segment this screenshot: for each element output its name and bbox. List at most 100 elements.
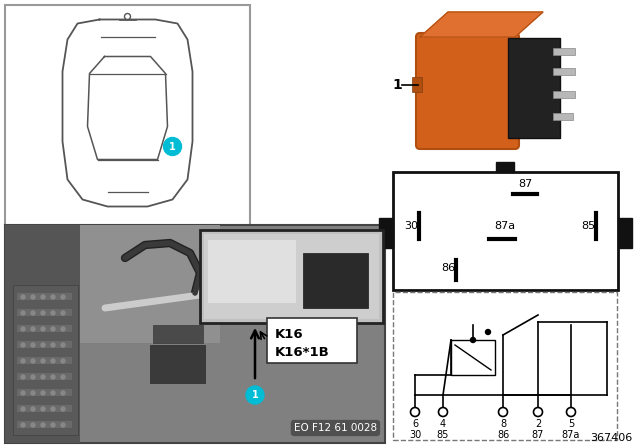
Bar (200, 230, 383, 323)
Bar (17, 341, 72, 348)
Bar (13, 285, 78, 435)
Text: EO F12 61 0028: EO F12 61 0028 (294, 423, 377, 433)
Circle shape (41, 343, 45, 347)
Bar (553, 48, 575, 55)
Bar (379, 218, 393, 248)
Circle shape (41, 295, 45, 299)
Text: 1: 1 (252, 390, 259, 400)
Circle shape (21, 391, 25, 395)
Text: 85: 85 (437, 430, 449, 440)
Text: 86: 86 (441, 263, 455, 273)
Text: 1: 1 (169, 142, 176, 151)
Circle shape (41, 407, 45, 411)
Bar (80, 225, 220, 343)
Bar (5, 5, 250, 228)
Circle shape (486, 329, 490, 335)
Text: 5: 5 (568, 419, 574, 429)
Text: 87: 87 (518, 179, 532, 189)
Circle shape (61, 327, 65, 331)
Circle shape (21, 295, 25, 299)
Circle shape (21, 327, 25, 331)
Text: 2: 2 (535, 419, 541, 429)
Circle shape (31, 391, 35, 395)
Bar (17, 309, 72, 316)
Circle shape (61, 311, 65, 315)
Circle shape (438, 408, 447, 417)
Circle shape (51, 407, 55, 411)
Circle shape (31, 359, 35, 363)
Circle shape (41, 359, 45, 363)
Circle shape (21, 407, 25, 411)
Circle shape (31, 423, 35, 427)
Bar (17, 405, 72, 412)
Bar (5, 225, 385, 443)
Circle shape (61, 359, 65, 363)
Circle shape (31, 295, 35, 299)
Bar (17, 373, 72, 380)
Text: 6: 6 (412, 419, 418, 429)
Circle shape (410, 408, 419, 417)
Bar (412, 77, 422, 92)
Text: 8: 8 (500, 419, 506, 429)
Circle shape (51, 423, 55, 427)
Polygon shape (420, 12, 543, 37)
Bar (553, 68, 575, 75)
Circle shape (31, 407, 35, 411)
Circle shape (41, 423, 45, 427)
Circle shape (51, 311, 55, 315)
Circle shape (31, 311, 35, 315)
Text: 85: 85 (581, 221, 595, 231)
Circle shape (41, 311, 45, 315)
Circle shape (41, 391, 45, 395)
Text: 86: 86 (497, 430, 509, 440)
Circle shape (21, 343, 25, 347)
Circle shape (21, 375, 25, 379)
Circle shape (21, 359, 25, 363)
Text: 87a: 87a (495, 221, 516, 231)
Circle shape (51, 391, 55, 395)
Text: 1: 1 (392, 78, 402, 92)
Circle shape (61, 295, 65, 299)
Bar (508, 38, 560, 138)
Bar (393, 292, 617, 440)
Circle shape (61, 343, 65, 347)
Circle shape (21, 311, 25, 315)
Circle shape (125, 13, 131, 20)
Circle shape (61, 375, 65, 379)
Text: 4: 4 (440, 419, 446, 429)
Text: K16*1B: K16*1B (275, 346, 330, 359)
Bar (17, 325, 72, 332)
Bar (553, 113, 573, 120)
Circle shape (499, 408, 508, 417)
Circle shape (51, 327, 55, 331)
Text: K16: K16 (275, 328, 303, 341)
Bar (150, 345, 205, 383)
Bar (17, 421, 72, 428)
Text: 87: 87 (532, 430, 544, 440)
Text: 367406: 367406 (589, 433, 632, 443)
Bar (17, 293, 72, 300)
Circle shape (51, 359, 55, 363)
Circle shape (246, 386, 264, 404)
Circle shape (41, 375, 45, 379)
Bar (496, 162, 514, 172)
Bar (267, 318, 357, 363)
Bar (303, 253, 368, 308)
Text: 30: 30 (409, 430, 421, 440)
Bar (393, 172, 618, 290)
Circle shape (21, 423, 25, 427)
Circle shape (31, 343, 35, 347)
Circle shape (61, 391, 65, 395)
Circle shape (61, 423, 65, 427)
Circle shape (534, 408, 543, 417)
Bar (618, 218, 632, 248)
Circle shape (51, 295, 55, 299)
Text: 30: 30 (404, 221, 418, 231)
Bar (5, 225, 80, 443)
Bar (153, 325, 203, 343)
Circle shape (566, 408, 575, 417)
Bar (17, 357, 72, 364)
Circle shape (470, 337, 476, 343)
Circle shape (41, 327, 45, 331)
FancyBboxPatch shape (416, 33, 519, 149)
